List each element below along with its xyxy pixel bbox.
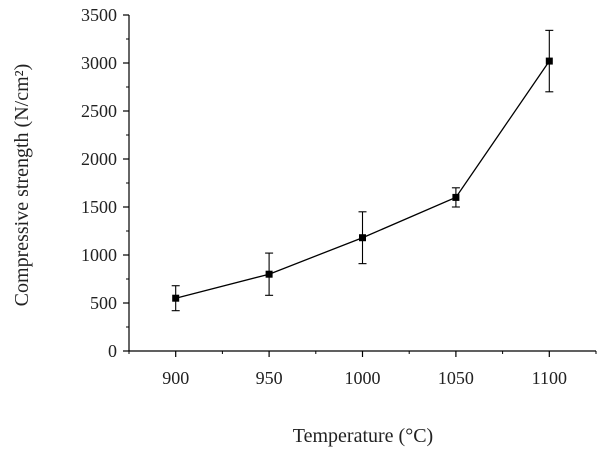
data-point-marker bbox=[265, 270, 273, 278]
x-tick-label: 950 bbox=[256, 368, 283, 388]
y-tick-label: 1500 bbox=[81, 197, 117, 217]
y-tick-label: 1000 bbox=[81, 245, 117, 265]
x-tick-label: 1100 bbox=[532, 368, 567, 388]
data-point-marker bbox=[452, 193, 460, 201]
y-tick-label: 0 bbox=[108, 341, 117, 361]
series-group bbox=[171, 29, 554, 312]
data-point-marker bbox=[359, 234, 366, 242]
y-tick-label: 500 bbox=[90, 293, 117, 313]
data-point-marker bbox=[545, 57, 553, 65]
y-tick-label: 3500 bbox=[81, 5, 117, 25]
axes bbox=[128, 15, 596, 352]
x-tick-label: 1050 bbox=[438, 368, 474, 388]
y-axis-title: Compressive strength (N/cm²) bbox=[11, 64, 33, 307]
y-tick-label: 2000 bbox=[81, 149, 117, 169]
x-axis-ticks: 900 950 1000 1050 1100 bbox=[128, 351, 597, 388]
x-tick-label: 900 bbox=[162, 368, 189, 388]
y-axis-ticks: 0 500 1000 1500 2000 2500 3000 3500 bbox=[81, 5, 129, 361]
data-point-marker bbox=[172, 294, 180, 302]
y-tick-label: 2500 bbox=[81, 101, 117, 121]
y-tick-label: 3000 bbox=[81, 53, 117, 73]
x-tick-label: 1000 bbox=[345, 368, 381, 388]
x-axis-title: Temperature (°C) bbox=[293, 425, 433, 447]
